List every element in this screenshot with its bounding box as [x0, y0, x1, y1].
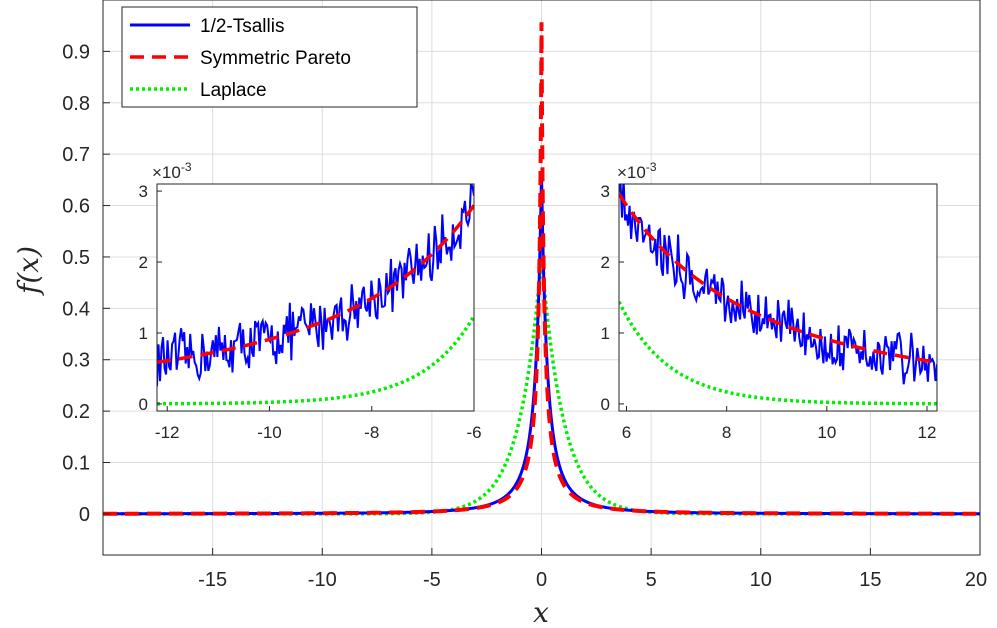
- legend: 1/2-Tsallis Symmetric Pareto Laplace: [121, 6, 418, 108]
- x-tick-label: 5: [646, 569, 657, 591]
- y-tick-label: 0.9: [62, 41, 90, 63]
- y-tick-label: 0.4: [62, 298, 90, 320]
- y-tick-label: 0.5: [62, 247, 90, 269]
- inset-x-tick-label: 6: [622, 423, 631, 442]
- x-tick-label: 0: [536, 569, 547, 591]
- y-tick-label: 0.8: [62, 93, 90, 115]
- x-tick-label: 10: [750, 569, 772, 591]
- legend-label-pareto: Symmetric Pareto: [200, 48, 351, 69]
- inset-x-tick-label: -12: [155, 423, 180, 442]
- inset-y-tick-label: 2: [139, 253, 148, 272]
- inset-x-tick-label: 12: [918, 423, 937, 442]
- left-inset-curves: [157, 184, 474, 406]
- right-inset-box: [618, 183, 938, 412]
- inset-y-tick-label: 1: [601, 324, 610, 343]
- y-tick-label: 0.1: [62, 453, 90, 475]
- left-inset: -12 -10 -8 -6 0 1 2 3 ×10-3: [139, 160, 482, 442]
- main-x-ticks: -15 -10 -5 0 5 10 15 20: [198, 548, 987, 591]
- y-axis-label: f(x): [12, 246, 45, 296]
- x-tick-label: -15: [198, 569, 227, 591]
- inset-laplace-line: [157, 315, 474, 406]
- x-tick-label: -10: [308, 569, 337, 591]
- inset-y-tick-label: 3: [601, 182, 610, 201]
- x-tick-label: 20: [965, 569, 987, 591]
- inset-y-tick-label: 1: [139, 324, 148, 343]
- y-tick-label: 0.6: [62, 196, 90, 218]
- inset-pareto-line: [619, 192, 937, 364]
- main-y-ticks: 0 0.1 0.2 0.3 0.4 0.5 0.6 0.7 0.8 0.9: [62, 41, 110, 526]
- left-inset-box: [156, 183, 475, 412]
- inset-x-tick-label: 8: [722, 423, 731, 442]
- right-inset-background: [619, 184, 937, 411]
- x-axis-label: x: [533, 596, 549, 628]
- inset-y-tick-label: 3: [139, 182, 148, 201]
- right-inset-curves: [619, 184, 937, 406]
- left-inset-background: [157, 184, 474, 411]
- y-tick-label: 0.3: [62, 350, 90, 372]
- inset-y-tick-label: 0: [601, 395, 610, 414]
- right-inset-exponent: ×10-3: [617, 160, 657, 182]
- x-tick-label: 15: [859, 569, 881, 591]
- left-inset-exponent: ×10-3: [152, 160, 192, 182]
- inset-x-tick-label: -8: [364, 423, 379, 442]
- left-inset-ticks: -12 -10 -8 -6 0 1 2 3: [139, 182, 482, 442]
- legend-label-laplace: Laplace: [200, 80, 267, 101]
- x-tick-label: -5: [423, 569, 441, 591]
- inset-y-tick-label: 2: [601, 253, 610, 272]
- y-tick-label: 0.2: [62, 401, 90, 423]
- inset-laplace-line: [619, 300, 937, 406]
- inset-pareto-line: [157, 204, 474, 364]
- legend-label-tsallis: 1/2-Tsallis: [200, 16, 284, 37]
- inset-x-tick-label: 10: [817, 423, 836, 442]
- main-curves: [103, 22, 980, 516]
- inset-tsallis-line: [157, 184, 474, 387]
- inset-x-tick-label: -10: [257, 423, 282, 442]
- inset-y-tick-label: 0: [139, 395, 148, 414]
- inset-x-tick-label: -6: [466, 423, 481, 442]
- y-tick-label: 0.7: [62, 144, 90, 166]
- series-pareto-line: [103, 22, 980, 516]
- y-tick-label: 0: [79, 504, 90, 526]
